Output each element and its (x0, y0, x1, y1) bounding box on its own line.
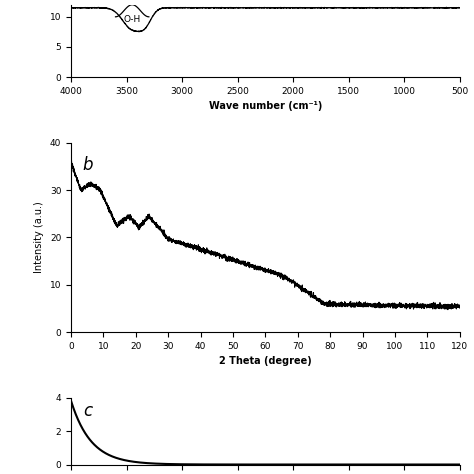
Text: b: b (83, 156, 93, 174)
Text: O-H: O-H (124, 15, 141, 24)
Text: c: c (83, 402, 92, 420)
Y-axis label: Intensity (a.u.): Intensity (a.u.) (34, 201, 45, 273)
X-axis label: 2 Theta (degree): 2 Theta (degree) (219, 356, 312, 366)
X-axis label: Wave number (cm⁻¹): Wave number (cm⁻¹) (209, 101, 322, 111)
